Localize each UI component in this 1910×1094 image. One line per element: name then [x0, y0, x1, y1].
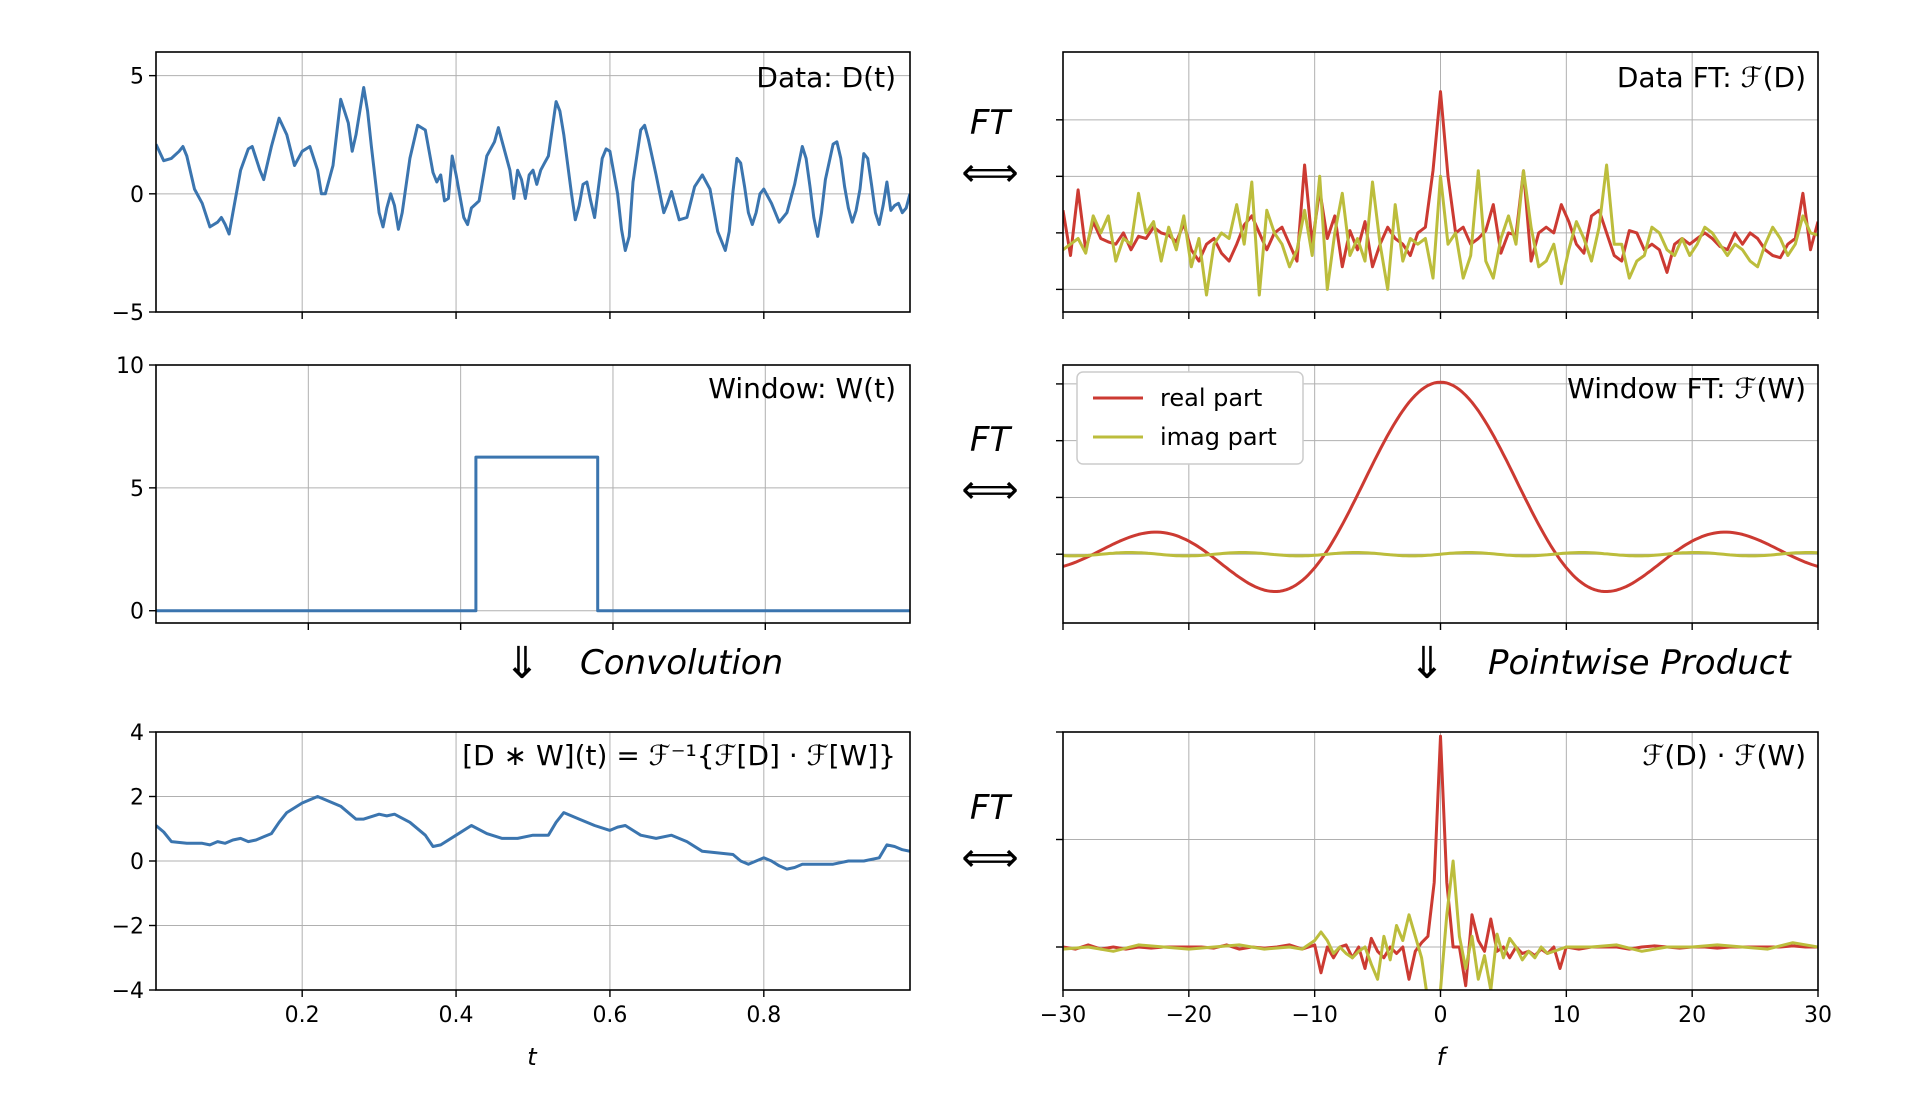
- convolution-xtick-label: 0.6: [592, 1003, 627, 1028]
- window-ytick-label: 0: [130, 600, 144, 625]
- convolution-axes-frame: [155, 731, 911, 991]
- legend-box: [1076, 371, 1304, 465]
- ft-label-middle: FT: [970, 420, 1013, 460]
- product-xtick-label: 20: [1678, 1003, 1706, 1028]
- window_ft-axes-frame: [1062, 364, 1819, 624]
- product-xtick-label: −30: [1040, 1003, 1086, 1028]
- data_ft-series-imag-part: [1063, 163, 1818, 297]
- window-series-w(t): [156, 455, 910, 613]
- down-arrow-right: ⇓: [1409, 638, 1446, 689]
- convolution-label: Convolution: [580, 643, 783, 683]
- x-axis-label-f: f: [1437, 1043, 1449, 1071]
- ft-arrow-top: ⟺: [961, 150, 1018, 196]
- legend-label-real: real part: [1160, 384, 1262, 412]
- convolution-ytick-label: 0: [130, 850, 144, 875]
- data-series-d(t): [156, 86, 910, 252]
- window-ytick-label: 5: [130, 477, 144, 502]
- convolution-xtick-label: 0.4: [439, 1003, 474, 1028]
- convolution-ytick-label: 2: [130, 786, 144, 811]
- product-xtick-label: −10: [1291, 1003, 1337, 1028]
- convolution-series-d*w: [156, 795, 910, 871]
- ft-arrow-bottom: ⟺: [961, 835, 1018, 881]
- legend: real part imag part: [1076, 371, 1304, 465]
- ft-label-bottom: FT: [970, 788, 1013, 828]
- data-ytick-label: −5: [112, 301, 144, 326]
- convolution-ytick-label: 4: [130, 721, 144, 746]
- ft-arrow-middle: ⟺: [961, 467, 1018, 513]
- product-xtick-label: 10: [1552, 1003, 1580, 1028]
- convolution-title: [D ∗ W](t) = ℱ⁻¹{ℱ[D] · ℱ[W]}: [462, 739, 896, 772]
- window_ft-series-real-part: [1063, 380, 1818, 593]
- convolution-xtick-label: 0.2: [285, 1003, 320, 1028]
- window-ft-title: Window FT: ℱ(W): [1567, 372, 1806, 405]
- product-xtick-label: 0: [1434, 1003, 1448, 1028]
- window-title: Window: W(t): [708, 372, 896, 405]
- convolution-xtick-label: 0.8: [746, 1003, 781, 1028]
- down-arrow-left: ⇓: [504, 638, 541, 689]
- data-title: Data: D(t): [756, 61, 896, 94]
- data-axes-frame: [155, 51, 911, 313]
- window-ytick-label: 10: [116, 354, 144, 379]
- convolution-ytick-label: −2: [112, 915, 144, 940]
- data-ytick-label: 0: [130, 183, 144, 208]
- legend-label-imag: imag part: [1160, 423, 1277, 451]
- window_ft-series-imag-part: [1063, 551, 1818, 558]
- product-axes-frame: [1062, 731, 1819, 991]
- ft-label-top: FT: [970, 103, 1013, 143]
- data-ft-title: Data FT: ℱ(D): [1617, 61, 1806, 94]
- data-ytick-label: 5: [130, 65, 144, 90]
- product-xtick-label: 30: [1804, 1003, 1832, 1028]
- data_ft-axes-frame: [1062, 51, 1819, 313]
- product-title: ℱ(D) · ℱ(W): [1642, 739, 1806, 772]
- product-xtick-label: −20: [1166, 1003, 1212, 1028]
- x-axis-label-t: t: [527, 1043, 538, 1071]
- pointwise-label: Pointwise Product: [1488, 643, 1792, 683]
- convolution-ytick-label: −4: [112, 979, 144, 1004]
- product-series-imag-part: [1063, 859, 1818, 990]
- window-axes-frame: [155, 364, 911, 624]
